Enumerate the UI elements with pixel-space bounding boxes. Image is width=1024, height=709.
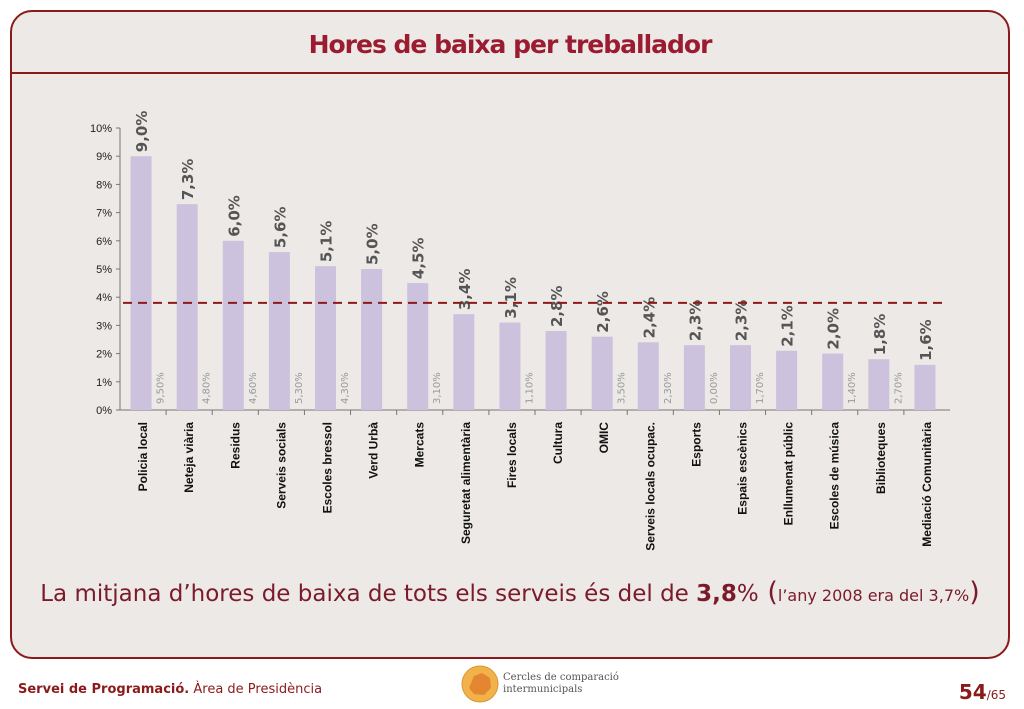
bar-value-label: 2,0% <box>825 308 843 350</box>
bar-value-label: 2,3% <box>733 300 751 342</box>
bar <box>637 342 659 410</box>
bar <box>176 204 198 410</box>
bar-value-label: 9,0% <box>133 111 151 153</box>
y-tick-label: 2% <box>96 349 112 361</box>
category-label: Neteja viària <box>182 422 196 493</box>
y-tick-label: 8% <box>96 179 112 191</box>
category-label: Seguretat alimentària <box>459 422 473 544</box>
bar-value-label: 5,6% <box>271 206 289 248</box>
previous-value-label: 2,30% <box>663 372 674 404</box>
category-label: Fires locals <box>505 422 519 488</box>
page-number: 54/65 <box>959 680 1006 704</box>
previous-value-label: 1,10% <box>524 372 535 404</box>
summary-text: La mitjana d’hores de baixa de tots els … <box>40 581 697 607</box>
summary-open-paren: ( <box>758 577 778 608</box>
bar <box>591 336 613 410</box>
category-label: Residus <box>228 422 242 469</box>
bar-value-label: 3,4% <box>456 269 474 311</box>
footer-department: Servei de Programació. Àrea de Presidènc… <box>18 682 322 697</box>
average-summary: La mitjana d’hores de baixa de tots els … <box>12 577 1008 608</box>
logo-caption: Cercles de comparació intermunicipals <box>503 672 619 696</box>
category-label: OMIC <box>597 422 611 454</box>
bar-value-label: 6,0% <box>225 195 243 237</box>
y-tick-label: 10% <box>90 123 112 135</box>
bar-value-label: 3,1% <box>502 277 520 319</box>
bar-value-label: 7,3% <box>179 159 197 201</box>
bar-value-label: 2,6% <box>594 291 612 333</box>
bar-value-label: 2,1% <box>779 305 797 347</box>
category-label: Serveis socials <box>274 422 288 509</box>
y-tick-label: 4% <box>96 292 112 304</box>
bar <box>222 240 244 410</box>
bar-value-label: 2,3% <box>686 300 704 342</box>
y-tick-label: 7% <box>96 208 112 220</box>
previous-value-label: 1,40% <box>847 372 858 404</box>
bar <box>499 322 521 410</box>
footer-area: Àrea de Presidència <box>189 682 323 697</box>
category-label: Escoles de música <box>828 422 842 530</box>
title-divider <box>12 72 1008 74</box>
slide-frame: Hores de baixa per treballador 0% 1% 2% 3% 4… <box>10 10 1010 659</box>
bar-value-label: 5,1% <box>318 221 336 263</box>
bar-value-label: 2,8% <box>548 285 566 327</box>
bar-chart: 0% 1% 2% 3% 4% 5% 6% 7% 8% 9% 10% 9,0% 9,50% Policia … <box>90 111 950 551</box>
category-label: Espais escènics <box>736 422 750 515</box>
previous-value-label: 9,50% <box>156 372 167 404</box>
page-current: 54 <box>958 680 987 704</box>
previous-value-label: 1,70% <box>755 372 766 404</box>
y-tick-label: 5% <box>96 264 112 276</box>
y-tick-label: 9% <box>96 151 112 163</box>
y-tick-label: 3% <box>96 320 112 332</box>
page-total: /65 <box>986 688 1006 702</box>
category-label: Verd Urbà <box>367 422 381 479</box>
summary-close-paren: ) <box>969 577 980 608</box>
bar-value-label: 4,5% <box>410 237 428 279</box>
category-label: Biblioteques <box>874 422 888 494</box>
category-label: Mercats <box>413 422 427 468</box>
previous-value-label: 4,30% <box>340 372 351 404</box>
previous-value-label: 2,70% <box>893 372 904 404</box>
category-label: Cultura <box>551 422 565 464</box>
summary-percent: % <box>736 581 759 607</box>
chart-title: Hores de baixa per treballador <box>308 30 713 59</box>
category-label: Serveis locals ocupac. <box>643 422 657 551</box>
cercles-logo-icon <box>461 665 499 703</box>
category-label: Esports <box>689 422 703 467</box>
bar <box>683 345 705 410</box>
y-tick-label: 0% <box>96 405 112 417</box>
bar <box>407 283 429 410</box>
summary-average-value: 3,8 <box>696 581 737 607</box>
previous-value-label: 3,10% <box>432 372 443 404</box>
bar-value-label: 1,6% <box>917 319 935 361</box>
bar <box>868 359 890 410</box>
category-label: Enllumenat públic <box>782 422 796 526</box>
bar <box>268 252 290 410</box>
bar <box>776 350 798 410</box>
bar <box>361 269 383 410</box>
category-label: Policia local <box>136 422 150 491</box>
y-tick-label: 1% <box>96 377 112 389</box>
bar <box>315 266 336 410</box>
bar <box>822 353 844 410</box>
bar <box>130 156 152 410</box>
y-tick-label: 6% <box>96 236 112 248</box>
bar <box>545 331 567 410</box>
bar-value-label: 1,8% <box>871 314 889 356</box>
footer-org: Servei de Programació. <box>18 682 190 697</box>
bar-value-label: 2,4% <box>640 297 658 339</box>
bar <box>914 364 936 410</box>
bar-value-label: 5,0% <box>364 223 382 265</box>
previous-value-label: 4,60% <box>248 372 259 404</box>
previous-value-label: 3,50% <box>617 372 628 404</box>
previous-value-label: 4,80% <box>202 372 213 404</box>
previous-value-label: 0,00% <box>709 372 720 404</box>
category-label: Escoles bressol <box>321 422 335 513</box>
previous-value-label: 5,30% <box>294 372 305 404</box>
logo-caption-line2: intermunicipals <box>503 684 583 695</box>
summary-previous-year: l’any 2008 era del 3,7% <box>777 586 970 605</box>
bar <box>453 314 475 410</box>
bar <box>730 345 751 410</box>
logo-caption-line1: Cercles de comparació <box>503 672 619 683</box>
category-label: Mediació Comunitària <box>920 422 934 547</box>
